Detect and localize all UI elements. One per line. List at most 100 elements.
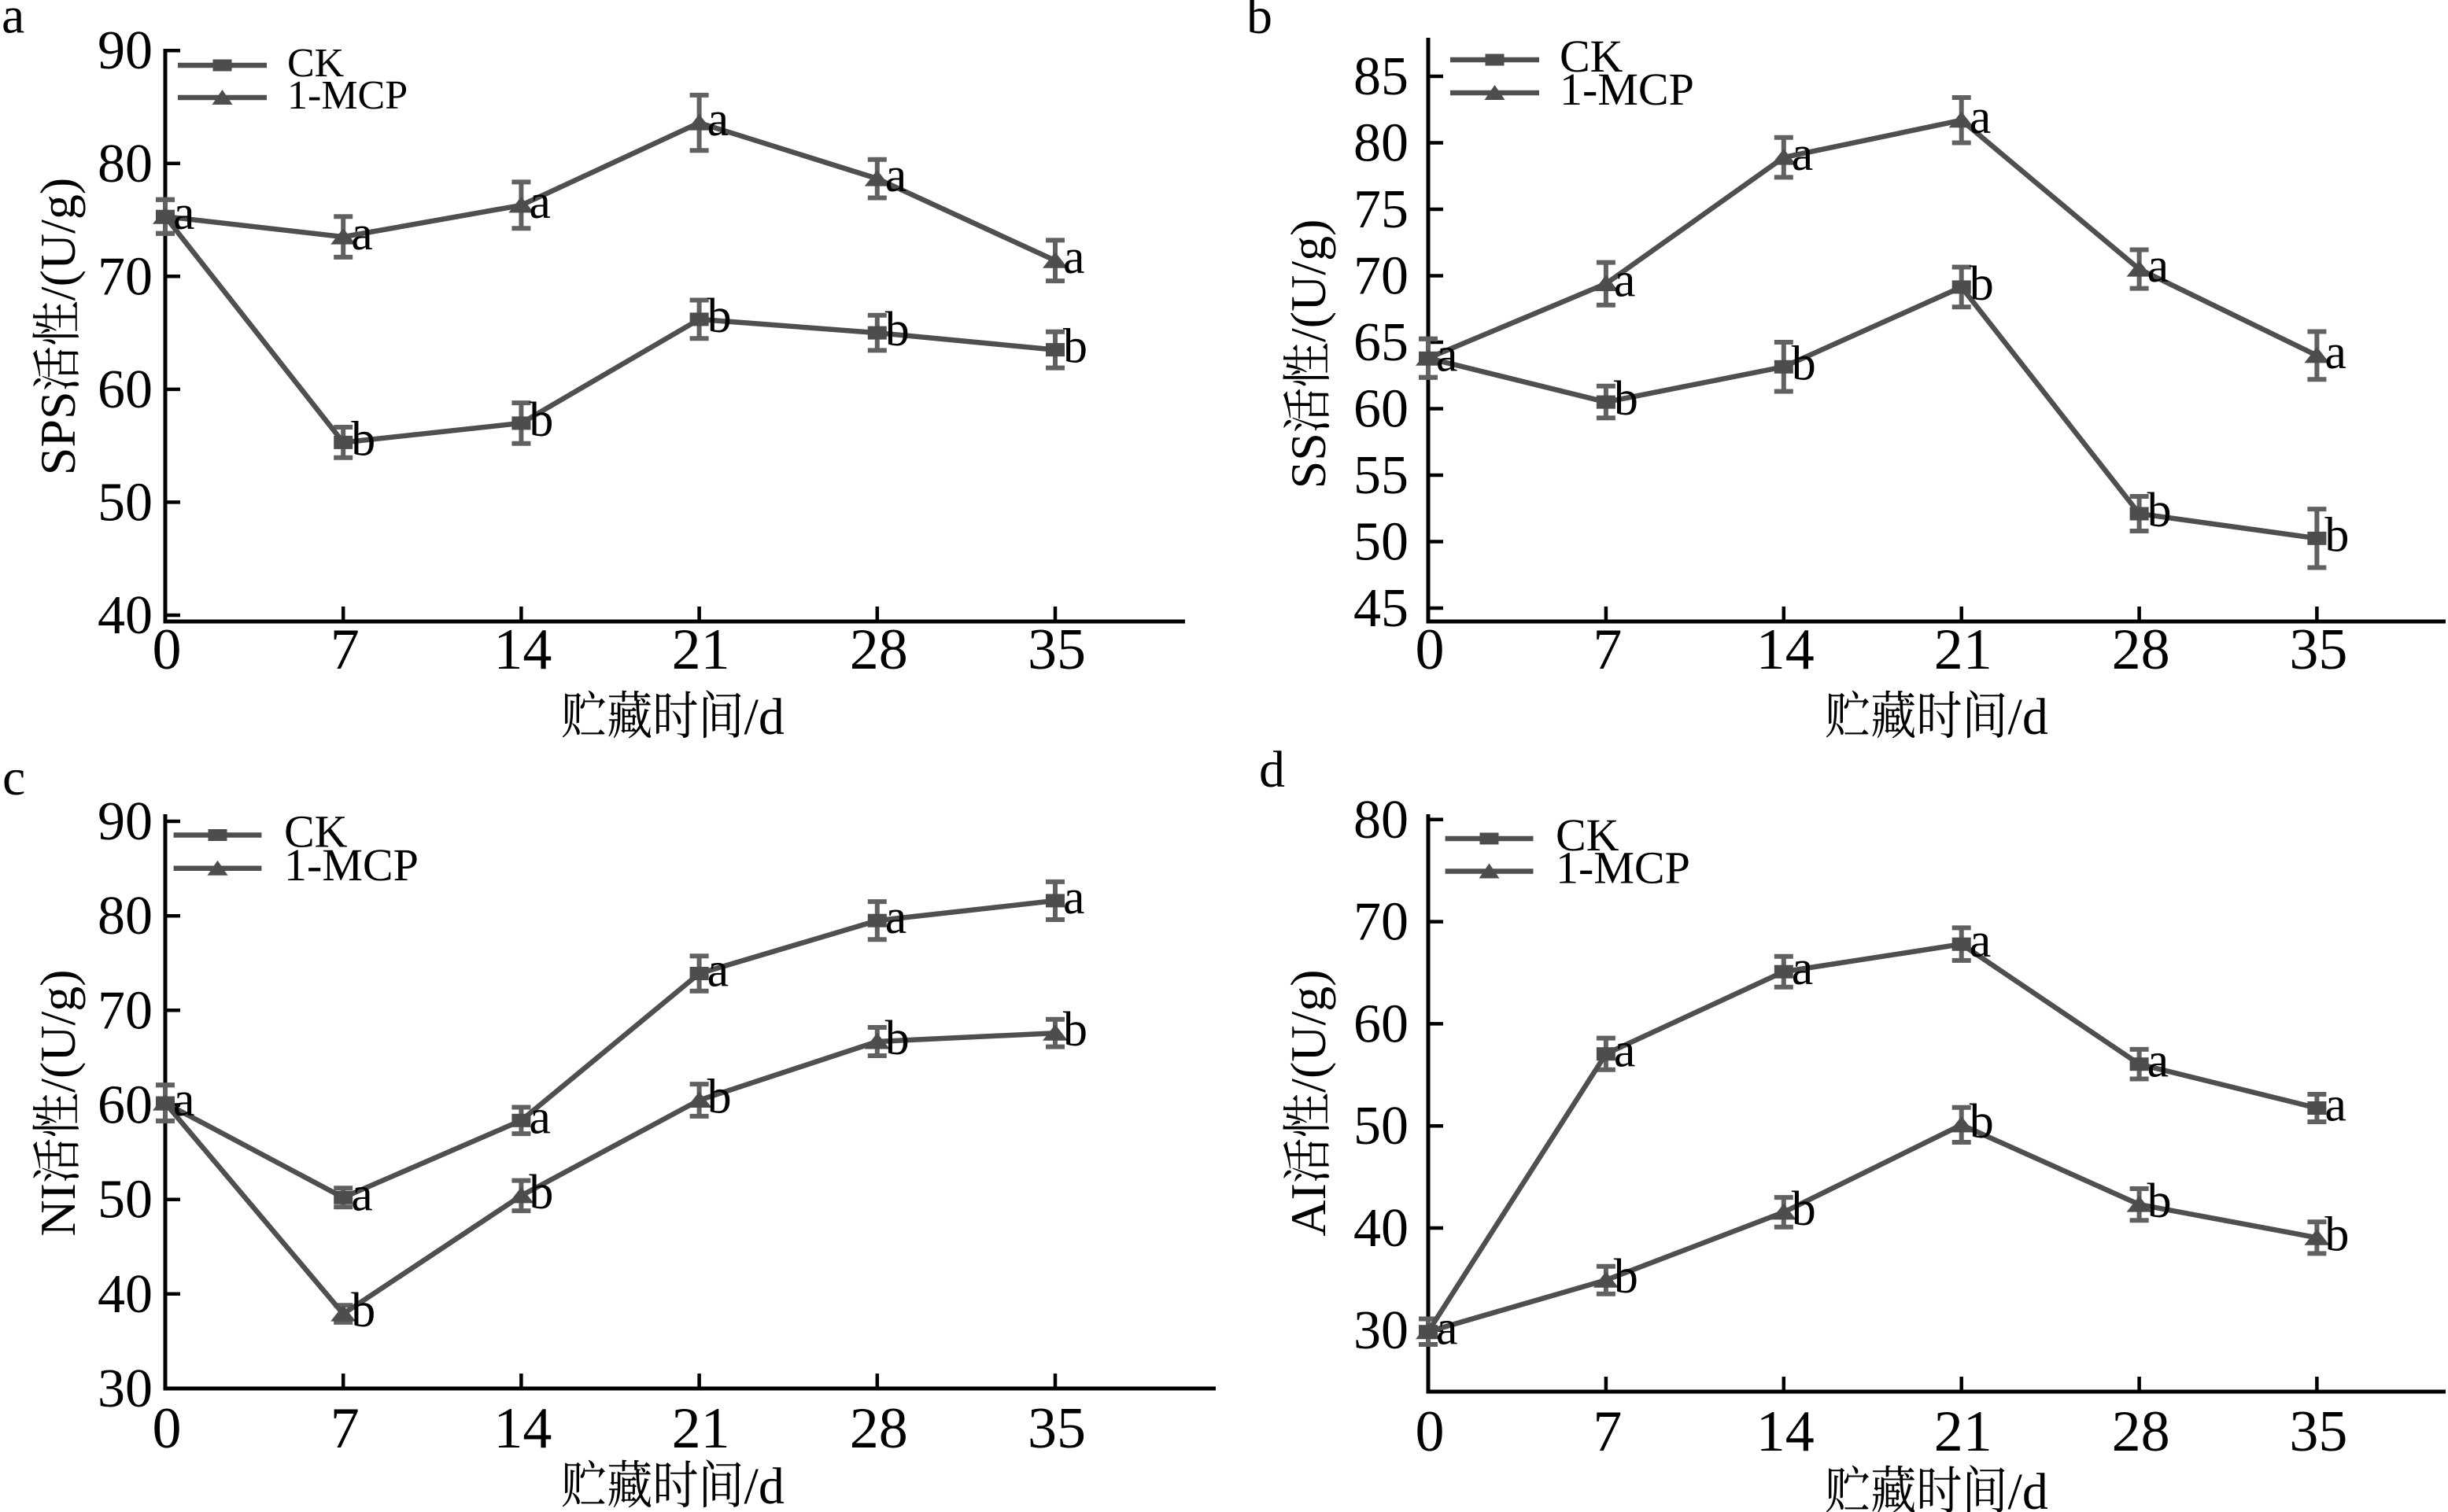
svg-text:CK: CK <box>284 806 348 857</box>
svg-text:b: b <box>2147 1175 2172 1228</box>
svg-text:b: b <box>351 1284 375 1337</box>
svg-text:a: a <box>707 944 729 998</box>
svg-text:a: a <box>2147 239 2169 293</box>
svg-text:a: a <box>885 149 907 202</box>
svg-text:b: b <box>529 1166 553 1219</box>
svg-text:b: b <box>529 393 553 447</box>
svg-text:CK: CK <box>1560 31 1623 82</box>
svg-text:14: 14 <box>1756 618 1815 682</box>
svg-text:50: 50 <box>1353 512 1409 573</box>
svg-text:a: a <box>173 186 195 240</box>
svg-text:80: 80 <box>1353 790 1409 850</box>
svg-text:a: a <box>1970 914 1992 968</box>
svg-text:14: 14 <box>1756 1400 1815 1464</box>
svg-text:a: a <box>1614 254 1636 308</box>
svg-text:1-MCP: 1-MCP <box>287 73 408 118</box>
svg-text:a: a <box>351 207 373 260</box>
svg-text:70: 70 <box>98 980 153 1041</box>
svg-text:40: 40 <box>98 1264 153 1325</box>
svg-text:35: 35 <box>2289 618 2347 682</box>
svg-text:a: a <box>1436 328 1458 382</box>
svg-text:b: b <box>2324 508 2349 562</box>
svg-text:a: a <box>1792 942 1814 995</box>
svg-text:80: 80 <box>98 134 153 194</box>
svg-text:a: a <box>1792 127 1814 181</box>
svg-text:90: 90 <box>98 791 153 852</box>
svg-text:45: 45 <box>1353 578 1409 639</box>
svg-text:7: 7 <box>1593 618 1622 682</box>
svg-text:80: 80 <box>98 886 153 946</box>
svg-text:CK: CK <box>1556 809 1619 861</box>
svg-text:CK: CK <box>287 41 345 86</box>
svg-text:60: 60 <box>1353 379 1409 440</box>
svg-text:0: 0 <box>1416 618 1445 682</box>
svg-text:NI: NI <box>30 1183 86 1237</box>
svg-text:/(U/g): /(U/g) <box>30 969 86 1092</box>
svg-text:a: a <box>2324 326 2346 379</box>
svg-text:40: 40 <box>1353 1198 1409 1259</box>
svg-text:AI: AI <box>1280 1183 1336 1237</box>
svg-text:28: 28 <box>850 618 908 682</box>
svg-text:a: a <box>1063 230 1085 284</box>
svg-text:a: a <box>2147 1034 2169 1088</box>
svg-text:/d: /d <box>2008 1463 2048 1512</box>
svg-text:28: 28 <box>2112 1400 2170 1464</box>
svg-text:b: b <box>1792 1182 1816 1236</box>
svg-text:7: 7 <box>1593 1400 1622 1464</box>
svg-text:a: a <box>1436 1302 1458 1355</box>
svg-text:50: 50 <box>1353 1096 1409 1156</box>
svg-text:SPS: SPS <box>30 391 86 475</box>
svg-text:b: b <box>1246 0 1272 45</box>
svg-text:1-MCP: 1-MCP <box>1556 843 1690 894</box>
svg-text:b: b <box>2324 1208 2349 1261</box>
svg-text:b: b <box>351 412 375 466</box>
svg-text:80: 80 <box>1353 113 1409 174</box>
svg-text:b: b <box>2147 484 2172 537</box>
svg-text:a: a <box>1970 90 1992 144</box>
svg-text:21: 21 <box>672 618 730 682</box>
svg-text:a: a <box>2 0 24 45</box>
svg-text:b: b <box>1792 337 1816 390</box>
svg-text:28: 28 <box>2112 618 2170 682</box>
svg-text:b: b <box>707 289 732 343</box>
svg-text:/d: /d <box>744 1458 785 1512</box>
svg-text:50: 50 <box>98 1170 153 1230</box>
svg-text:60: 60 <box>1353 994 1409 1054</box>
svg-text:28: 28 <box>850 1396 908 1461</box>
svg-text:21: 21 <box>1934 618 1992 682</box>
svg-text:a: a <box>1614 1024 1636 1078</box>
svg-text:30: 30 <box>1353 1300 1409 1361</box>
svg-text:0: 0 <box>153 1396 182 1461</box>
svg-text:/d: /d <box>2008 688 2048 746</box>
svg-text:c: c <box>2 749 25 806</box>
svg-text:70: 70 <box>1353 246 1409 307</box>
svg-text:75: 75 <box>1353 179 1409 240</box>
svg-text:21: 21 <box>672 1396 730 1461</box>
svg-text:a: a <box>529 1090 551 1144</box>
svg-text:35: 35 <box>1028 1396 1086 1461</box>
svg-text:55: 55 <box>1353 445 1409 506</box>
svg-text:/d: /d <box>744 688 785 746</box>
svg-text:21: 21 <box>1934 1400 1992 1464</box>
svg-text:b: b <box>1970 257 1994 311</box>
svg-text:b: b <box>1614 1250 1638 1304</box>
svg-text:d: d <box>1259 741 1285 798</box>
svg-text:1-MCP: 1-MCP <box>1560 64 1694 115</box>
svg-text:35: 35 <box>2289 1400 2347 1464</box>
svg-text:14: 14 <box>493 618 552 682</box>
svg-text:35: 35 <box>1028 618 1086 682</box>
svg-text:1-MCP: 1-MCP <box>284 839 419 891</box>
svg-text:a: a <box>351 1167 373 1221</box>
svg-text:b: b <box>885 303 910 356</box>
svg-text:7: 7 <box>330 618 360 682</box>
svg-text:/(U/g): /(U/g) <box>1280 219 1336 342</box>
svg-text:/(U/g): /(U/g) <box>1280 969 1336 1092</box>
svg-text:b: b <box>1970 1095 1994 1149</box>
svg-text:a: a <box>2324 1079 2346 1132</box>
svg-text:b: b <box>885 1012 910 1065</box>
svg-text:a: a <box>529 175 551 229</box>
svg-text:90: 90 <box>98 20 153 81</box>
svg-text:0: 0 <box>1416 1400 1445 1464</box>
svg-text:0: 0 <box>153 618 182 682</box>
svg-text:65: 65 <box>1353 312 1409 373</box>
